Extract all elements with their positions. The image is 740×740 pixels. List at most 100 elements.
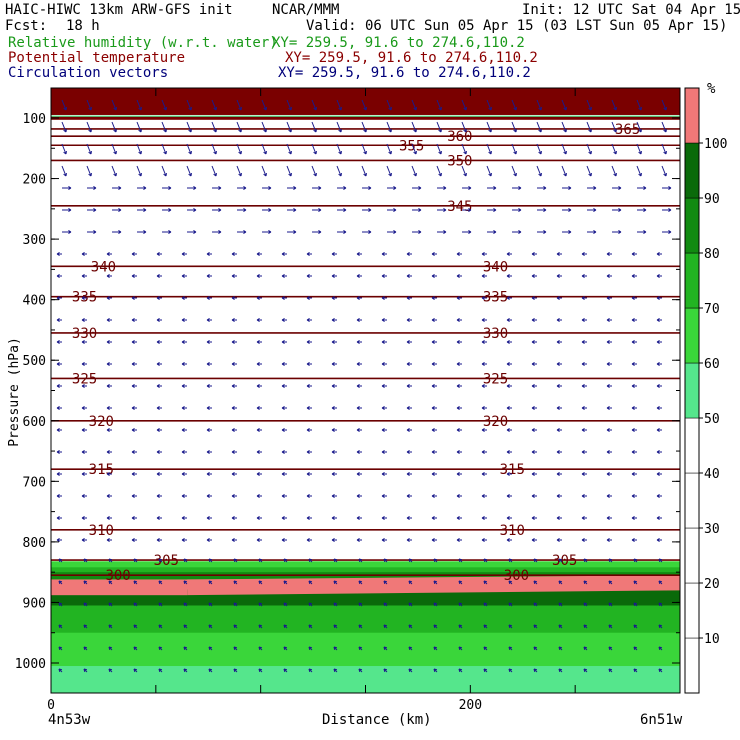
circulation-vector-arrow-head [208, 668, 213, 673]
circulation-vector-arrow-head [656, 428, 660, 432]
x-tick-label-200: 200 [459, 698, 482, 713]
circulation-vector-arrow-head [383, 580, 388, 585]
circulation-vector-arrow-head [356, 516, 360, 520]
circulation-vector-arrow-head [358, 624, 363, 629]
circulation-vector-arrow-head [281, 428, 285, 432]
circulation-vector-arrow-head [406, 538, 410, 542]
circulation-vector-arrow-head [513, 128, 517, 133]
circulation-vector-arrow-head [183, 580, 188, 585]
top-theta-fill-2 [51, 116, 680, 120]
circulation-vector-arrow-head [406, 296, 410, 300]
circulation-vector-arrow-head [506, 384, 510, 388]
circulation-vector-arrow-head [481, 340, 485, 344]
circulation-vector-arrow-head [506, 538, 510, 542]
circulation-vector-arrow-head [508, 580, 513, 585]
circulation-vector-arrow-head [581, 318, 585, 322]
colorbar-swatch-30 [684, 472, 700, 529]
circulation-vector-arrow-head [231, 296, 235, 300]
circulation-vector-arrow-head [131, 450, 135, 454]
colorbar-swatch-70 [684, 252, 700, 309]
circulation-vector-arrow-head [488, 128, 492, 133]
circulation-vector-arrow-head [118, 208, 122, 212]
circulation-vector-arrow [586, 99, 592, 111]
circulation-vector-arrow-head [356, 406, 360, 410]
circulation-vector-arrow-head [431, 494, 435, 498]
circulation-vector-arrow-head [81, 274, 85, 278]
circulation-vector-arrow [536, 143, 542, 155]
circulation-vector-arrow [486, 121, 492, 133]
circulation-vector-arrow-head [458, 580, 463, 585]
forecast-hour: 18 h [66, 18, 100, 34]
circulation-vector-arrow-head [181, 516, 185, 520]
circulation-vector-arrow-head [431, 450, 435, 454]
circulation-vector-arrow-head [163, 150, 167, 155]
circulation-vector-arrow [361, 99, 367, 111]
circulation-vector-arrow-head [506, 516, 510, 520]
circulation-vector-arrow-head [631, 450, 635, 454]
circulation-vector-arrow-head [206, 406, 210, 410]
circulation-vector-arrow-head [338, 172, 342, 177]
circulation-vector-arrow-head [508, 602, 513, 607]
circulation-vector-arrow-head [256, 252, 260, 256]
circulation-vector-arrow-head [658, 646, 663, 651]
circulation-vector-arrow-head [231, 450, 235, 454]
x-axis-label: Distance (km) [322, 712, 432, 728]
circulation-vector-arrow-head [238, 150, 242, 155]
circulation-vector-arrow-head [531, 252, 535, 256]
circulation-vector-arrow-head [331, 472, 335, 476]
circulation-vector-arrow-head [283, 602, 288, 607]
circulation-vector-arrow-head [263, 150, 267, 155]
circulation-vector-arrow-head [83, 580, 88, 585]
circulation-vector-arrow [461, 121, 467, 133]
circulation-vector-arrow-head [181, 274, 185, 278]
circulation-vector-arrow-head [188, 150, 192, 155]
circulation-vector-arrow-head [143, 186, 147, 190]
circulation-vector-arrow-head [231, 274, 235, 278]
circulation-vector-arrow-head [83, 646, 88, 651]
circulation-vector-arrow-head [243, 208, 247, 212]
circulation-vector-arrow-head [156, 428, 160, 432]
circulation-vector-arrow-head [456, 340, 460, 344]
circulation-vector-arrow-head [656, 450, 660, 454]
circulation-vector-arrow-head [456, 538, 460, 542]
circulation-vector-arrow-head [158, 668, 163, 673]
circulation-vector-arrow-head [588, 128, 592, 133]
circulation-vector-arrow-head [233, 624, 238, 629]
circulation-vector-arrow-head [581, 274, 585, 278]
circulation-vector-arrow-head [438, 150, 442, 155]
circulation-vector-arrow [536, 165, 542, 177]
circulation-vector-arrow-head [356, 428, 360, 432]
circulation-vector-arrow [461, 143, 467, 155]
circulation-vector-arrow-head [233, 602, 238, 607]
circulation-vector-arrow-head [556, 428, 560, 432]
circulation-vector-arrow-head [388, 150, 392, 155]
circulation-vector-arrow-head [208, 646, 213, 651]
circulation-vector-arrow-head [388, 128, 392, 133]
circulation-vector-arrow-head [156, 450, 160, 454]
circulation-vector-arrow-head [481, 450, 485, 454]
circulation-vector-arrow [61, 143, 67, 155]
circulation-vector-arrow-head [463, 128, 467, 133]
circulation-vector-arrow-head [431, 296, 435, 300]
circulation-vector-arrow-head [606, 428, 610, 432]
circulation-vector-arrow-head [168, 208, 172, 212]
circulation-vector-arrow-head [256, 384, 260, 388]
circulation-vector-arrow-head [481, 318, 485, 322]
circulation-vector-arrow-head [208, 624, 213, 629]
circulation-vector-arrow-head [181, 406, 185, 410]
circulation-vector-arrow-head [393, 230, 397, 234]
theta-label-300-1: 300 [504, 568, 529, 584]
circulation-vector-arrow-head [58, 558, 63, 563]
circulation-vector-arrow-head [243, 186, 247, 190]
circulation-vector-arrow-head [606, 516, 610, 520]
circulation-vector-arrow-head [518, 230, 522, 234]
circulation-vector-arrow-head [558, 580, 563, 585]
circulation-vector-arrow [111, 165, 117, 177]
circulation-vector-arrow-head [181, 472, 185, 476]
circulation-vector-arrow-head [408, 580, 413, 585]
circulation-vector-arrow-head [581, 494, 585, 498]
circulation-vector-arrow-head [106, 274, 110, 278]
theta-label-305-0: 305 [154, 553, 179, 569]
circulation-vector-arrow-head [63, 106, 67, 111]
circulation-vector-arrow-head [558, 602, 563, 607]
